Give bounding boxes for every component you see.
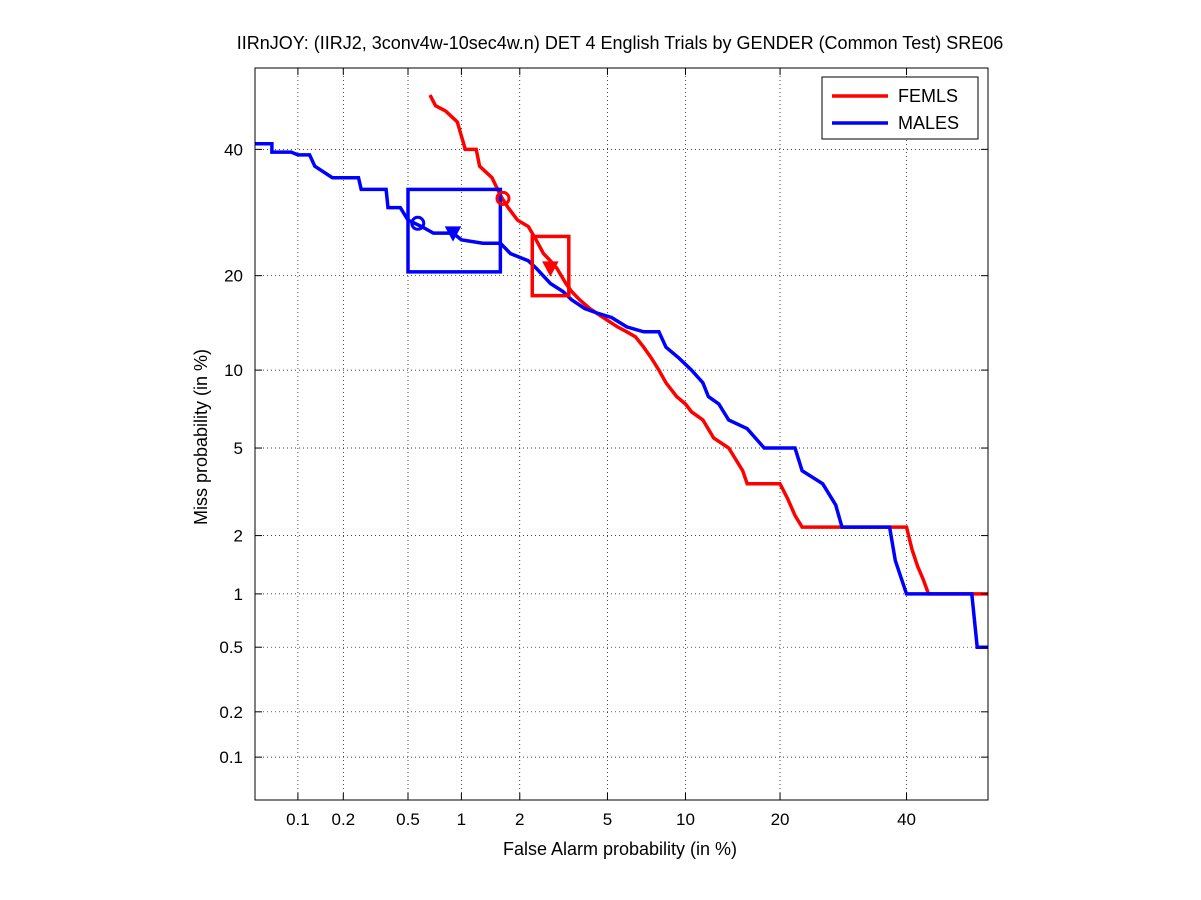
y-tick-label: 1 (234, 585, 243, 604)
confidence-box-males (406, 187, 503, 274)
y-tick-label: 0.5 (219, 638, 243, 657)
series-layer (255, 94, 988, 649)
y-tick-label: 20 (224, 267, 243, 286)
x-tick-label: 10 (676, 810, 695, 829)
x-axis-title: False Alarm probability (in %) (503, 839, 737, 859)
legend: FEMLS MALES (821, 76, 979, 140)
x-tick-label: 1 (457, 810, 466, 829)
x-tick-label: 20 (771, 810, 790, 829)
y-tick-label: 40 (224, 140, 243, 159)
y-axis-title: Miss probability (in %) (191, 349, 211, 525)
x-tick-label: 0.5 (396, 810, 420, 829)
y-tick-label: 10 (224, 361, 243, 380)
x-tick-label: 0.2 (331, 810, 355, 829)
y-axis-ticks: 0.1 0.2 0.5 1 2 5 10 20 40 (219, 140, 988, 767)
act-dcf-marker-femls (542, 261, 559, 277)
series-line-femls (428, 94, 988, 596)
confidence-box-femls (530, 234, 571, 298)
series-line-males (255, 142, 988, 649)
marker-layer (406, 187, 571, 298)
y-tick-label: 0.1 (219, 748, 243, 767)
legend-label-males: MALES (898, 113, 959, 133)
min-dcf-marker-males (410, 215, 426, 231)
y-tick-label: 0.2 (219, 703, 243, 722)
x-axis-ticks: 0.1 0.2 0.5 1 2 5 10 20 40 (286, 68, 916, 829)
act-dcf-marker-males (444, 226, 462, 242)
x-tick-label: 5 (603, 810, 612, 829)
x-tick-label: 2 (515, 810, 524, 829)
min-dcf-marker-femls (495, 190, 511, 206)
legend-box (821, 76, 979, 140)
y-tick-label: 2 (234, 527, 243, 546)
x-tick-label: 0.1 (286, 810, 310, 829)
plot-frame (254, 67, 989, 801)
grid-lines (255, 68, 988, 800)
x-tick-label: 40 (897, 810, 916, 829)
y-tick-label: 5 (234, 439, 243, 458)
legend-label-femls: FEMLS (898, 86, 958, 106)
chart-title: IIRnJOY: (IIRJ2, 3conv4w-10sec4w.n) DET … (237, 33, 1004, 53)
